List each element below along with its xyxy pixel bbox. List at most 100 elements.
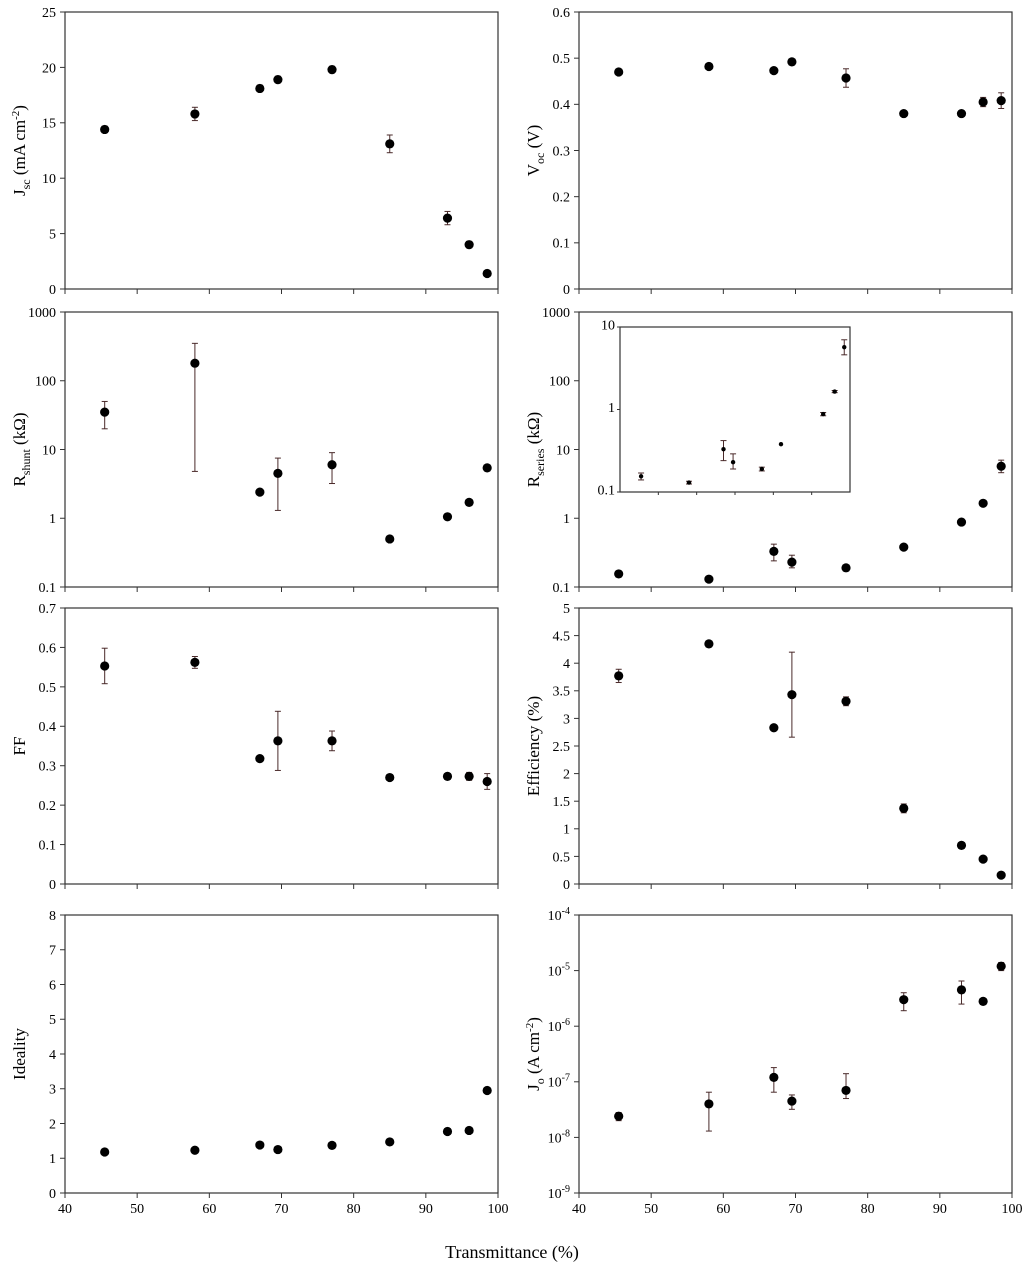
data-point [273, 736, 283, 746]
data-point [100, 124, 110, 135]
y-tick-label: 25 [42, 6, 56, 21]
y-tick-label: 1 [608, 401, 615, 416]
y-tick-label: 2 [563, 768, 570, 783]
data-point [841, 563, 851, 573]
x-tick-label: 40 [58, 1202, 72, 1217]
y-tick-label: 0.1 [39, 838, 57, 853]
y-tick-label: 100 [35, 375, 56, 390]
data-point [255, 1140, 265, 1150]
data-point [614, 1111, 624, 1121]
y-tick-label: 0 [49, 283, 56, 298]
data-point [996, 461, 1006, 471]
y-tick-label: 0.6 [39, 641, 57, 656]
data-point [442, 771, 453, 781]
data-point [842, 344, 847, 350]
data-point [614, 569, 624, 579]
y-tick-label: 1 [49, 512, 56, 527]
y-axis-title: Voc (V) [524, 125, 547, 176]
data-point [385, 772, 395, 783]
y-tick-label: 10 [601, 318, 615, 333]
data-point [327, 1140, 337, 1150]
y-tick-label: 5 [49, 228, 56, 243]
data-point [899, 803, 909, 813]
data-point [482, 1085, 492, 1096]
data-point [832, 389, 837, 394]
y-tick-label: 3 [49, 1083, 56, 1098]
data-point [899, 542, 909, 552]
x-tick-label: 100 [488, 1202, 509, 1217]
data-point [956, 108, 967, 119]
data-point [190, 358, 200, 368]
data-point [759, 466, 765, 472]
data-point [482, 776, 492, 787]
y-tick-label: 1000 [28, 306, 56, 321]
data-point [385, 534, 395, 544]
x-tick-label: 80 [861, 1202, 875, 1217]
y-tick-label: 100 [549, 375, 570, 390]
data-point [327, 460, 337, 470]
y-tick-label: 4.5 [553, 630, 571, 645]
panel-jsc: 0 5 10 15 20 25 Jsc (mA cm-2) [10, 6, 499, 298]
x-tick-label: 100 [1002, 1202, 1023, 1217]
panel-eff: 0 0.5 1 1.5 2 2.5 3 3.5 4 4.5 5 Efficiency (%) [524, 602, 1013, 893]
y-axis-title: Jo (A cm-2) [524, 1017, 547, 1091]
x-tick-label: 70 [275, 1202, 289, 1217]
data-point [385, 139, 395, 149]
data-point [978, 854, 988, 864]
data-point [820, 411, 826, 417]
y-tick-label: 0.5 [553, 52, 571, 67]
y-tick-label: 0.2 [553, 191, 571, 206]
data-point [100, 661, 110, 671]
data-point [899, 108, 909, 119]
y-tick-label: 8 [49, 909, 56, 924]
x-axis-title: Transmittance (%) [445, 1242, 579, 1262]
y-tick-label: 0.3 [39, 760, 57, 775]
data-point [190, 1145, 200, 1155]
panel-voc: 0 0.1 0.2 0.3 0.4 0.5 0.6 Voc (V) [524, 6, 1013, 298]
plot-frame [578, 914, 1013, 1194]
y-axis-title: Rseries (kΩ) [524, 412, 547, 487]
y-tick-label: 1 [563, 823, 570, 838]
y-tick-label: 3.5 [553, 685, 571, 700]
x-tick-label: 50 [644, 1202, 658, 1217]
y-tick-label: 0 [563, 283, 570, 298]
y-tick-label: 0.5 [39, 681, 57, 696]
data-point [327, 65, 337, 75]
y-tick-label: 10-5 [548, 962, 570, 980]
y-tick-label: 10-9 [548, 1184, 570, 1202]
x-tick-label: 90 [933, 1202, 947, 1217]
y-tick-label: 0 [49, 1187, 56, 1202]
data-point [100, 1147, 110, 1157]
y-tick-label: 0.2 [39, 799, 57, 814]
plot-frame [619, 326, 851, 493]
y-axis-title: FF [10, 737, 29, 756]
y-tick-label: 2 [49, 1117, 56, 1132]
panel-rshunt: 0.1 1 10 100 1000 Rshunt (kΩ) [10, 306, 499, 596]
data-point [956, 517, 967, 527]
x-tick-label: 70 [789, 1202, 803, 1217]
data-point [978, 97, 988, 107]
data-point [899, 995, 909, 1005]
y-tick-label: 0.6 [553, 6, 571, 21]
data-point [704, 61, 714, 72]
plot-frame [64, 607, 499, 885]
y-tick-label: 0.7 [39, 602, 57, 617]
y-tick-label: 7 [49, 944, 56, 959]
data-point [787, 1096, 797, 1106]
data-point [255, 754, 265, 764]
panel-ideality: 40 50 60 70 80 90 100 0 1 2 3 4 5 6 7 8 Ideality [10, 909, 509, 1217]
panel-rseries: 0.1 1 10 100 1000 Rseries (kΩ) [524, 306, 1013, 596]
y-tick-label: 6 [49, 978, 56, 993]
data-point [273, 74, 283, 85]
y-tick-label: 0 [49, 878, 56, 893]
data-point [482, 268, 492, 279]
data-point [956, 840, 967, 850]
data-point [787, 557, 797, 567]
x-tick-label: 80 [347, 1202, 361, 1217]
data-point [704, 574, 714, 584]
data-point [769, 546, 779, 556]
data-point [996, 961, 1006, 971]
data-point [273, 468, 283, 478]
y-tick-label: 1000 [542, 306, 570, 321]
